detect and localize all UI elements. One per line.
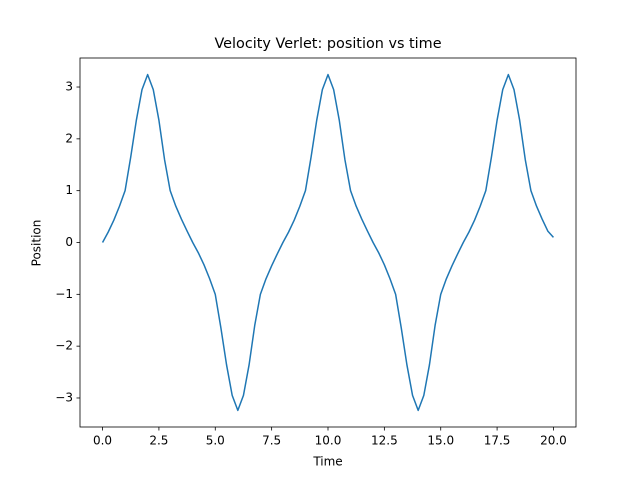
y-tick-label: 2 [65, 131, 73, 145]
y-tick-label: −2 [55, 339, 73, 353]
x-tick-label: 10.0 [315, 434, 342, 448]
x-axis-label: Time [312, 455, 342, 469]
x-tick-label: 15.0 [427, 434, 454, 448]
x-tick-label: 17.5 [484, 434, 511, 448]
x-tick-label: 20.0 [540, 434, 567, 448]
line [101, 73, 555, 412]
y-tick-label: 3 [65, 80, 73, 94]
x-tick-label: 5.0 [206, 434, 225, 448]
chart-title: Velocity Verlet: position vs time [214, 36, 441, 52]
x-tick-label: 2.5 [149, 434, 168, 448]
x-tick-label: 12.5 [371, 434, 398, 448]
axes-frame [79, 57, 577, 428]
y-tick-label: −1 [55, 287, 73, 301]
y-tick-label: 0 [65, 235, 73, 249]
y-tick-label: −3 [55, 390, 73, 404]
x-tick-label: 0.0 [93, 434, 112, 448]
y-tick-label: 1 [65, 183, 73, 197]
x-tick-label: 7.5 [262, 434, 281, 448]
y-axis-label: Position [30, 220, 44, 267]
